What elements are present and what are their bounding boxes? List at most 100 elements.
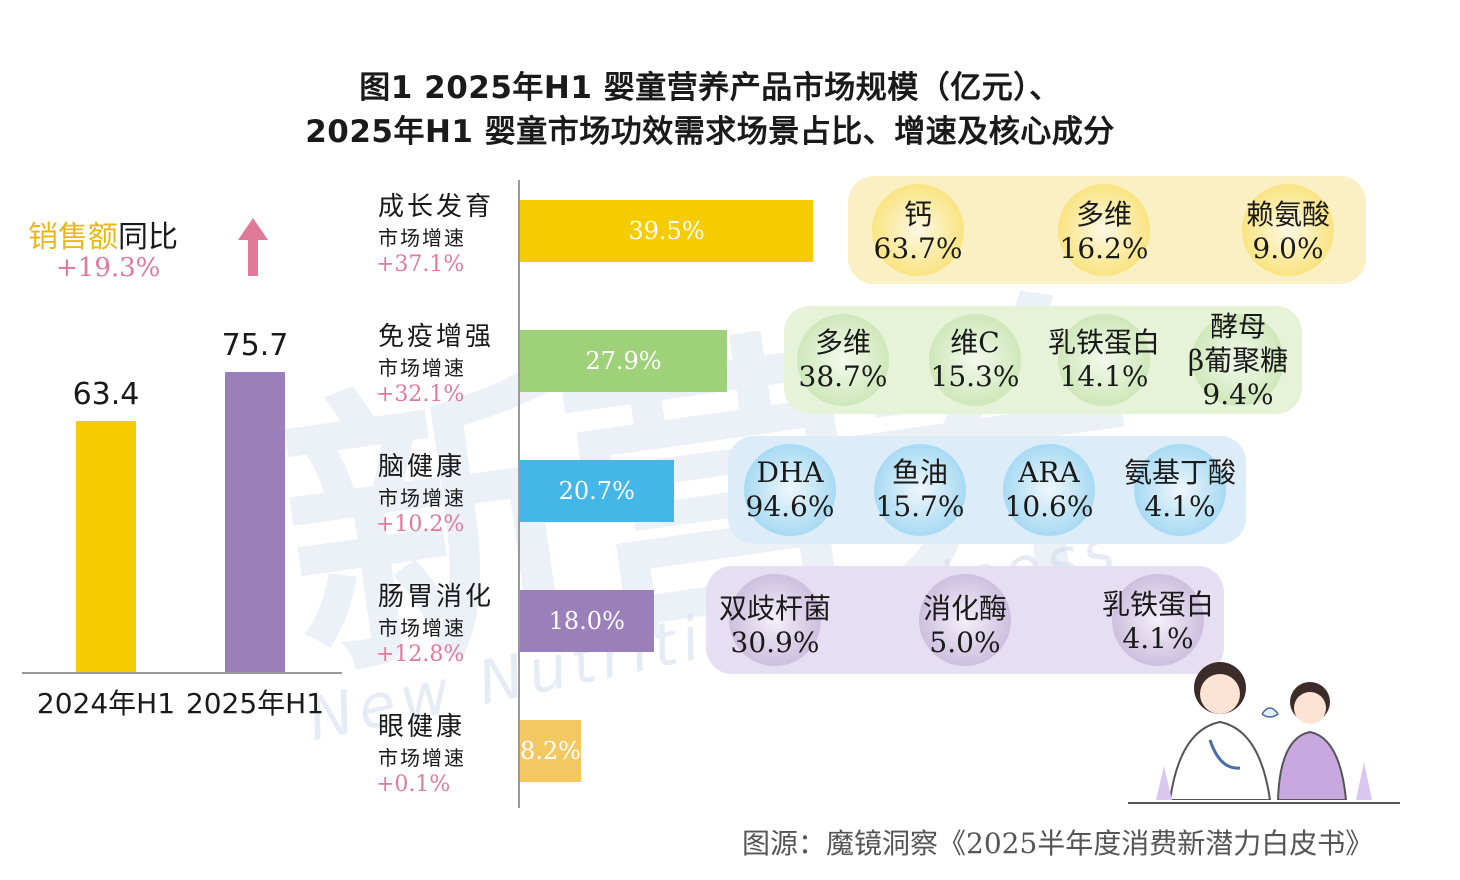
ingredient-share: 9.4% xyxy=(1202,378,1274,411)
ingredient-share: 10.6% xyxy=(1004,490,1094,523)
ingredient-name: 多维 xyxy=(814,326,871,359)
scenario-share-label: 20.7% xyxy=(558,477,635,505)
scenario-sub-label: 市场增速 xyxy=(378,226,466,250)
scenario-growth: +12.8% xyxy=(376,642,465,667)
ingredient-name: 乳铁蛋白 xyxy=(1101,588,1214,621)
ingredient-item: 钙 63.7% xyxy=(838,198,998,266)
ingredient-photo xyxy=(919,574,1011,666)
ingredient-name-top: 酵母 xyxy=(1209,310,1266,343)
scenario-share-bar: 27.9% xyxy=(520,330,727,392)
ingredient-item: 双歧杆菌 30.9% xyxy=(695,592,855,660)
ingredient-photo xyxy=(1003,444,1095,536)
scenario-share-bar: 8.2% xyxy=(520,720,581,782)
doctor-child-illustration xyxy=(1156,662,1372,800)
ingredient-photo xyxy=(874,444,966,536)
scenario-share-label: 18.0% xyxy=(548,607,625,635)
ingredient-name: 钙 xyxy=(903,198,932,231)
scenario-share-label: 8.2% xyxy=(520,737,581,765)
ingredient-item: 乳铁蛋白 14.1% xyxy=(1024,326,1184,394)
up-arrow-icon xyxy=(238,218,268,276)
scenario-growth: +0.1% xyxy=(376,772,451,797)
ingredient-photo xyxy=(1112,574,1204,666)
y-axis-line xyxy=(518,180,520,808)
yoy-value: +19.3% xyxy=(56,253,161,283)
ingredient-share: 16.2% xyxy=(1059,232,1149,265)
market-size-bar xyxy=(76,420,136,672)
ingredient-item: ARA 10.6% xyxy=(969,456,1129,524)
ingredient-share: 15.7% xyxy=(875,490,965,523)
scenario-sub-label: 市场增速 xyxy=(378,616,466,640)
ingredient-name: 乳铁蛋白 xyxy=(1047,326,1160,359)
ingredient-name: ARA xyxy=(1018,456,1080,489)
ingredient-photo xyxy=(929,314,1021,406)
market-size-value-label: 63.4 xyxy=(72,376,140,412)
scenario-sub-label: 市场增速 xyxy=(378,746,466,770)
scenario-name: 脑健康 xyxy=(378,452,466,482)
market-size-category-label: 2025年H1 xyxy=(185,687,325,720)
ingredient-name: DHA xyxy=(756,456,824,489)
ingredient-name: 维C xyxy=(950,326,1000,359)
ingredient-share: 38.7% xyxy=(798,360,888,393)
ingredient-photo xyxy=(1134,444,1226,536)
ingredient-photo xyxy=(1058,184,1150,276)
ingredient-name: β葡聚糖 xyxy=(1187,344,1289,377)
yoy-label-sales: 销售额 xyxy=(28,220,118,255)
yoy-label-yoy: 同比 xyxy=(118,220,178,255)
ingredient-item: 鱼油 15.7% xyxy=(840,456,1000,524)
ingredient-item: 多维 16.2% xyxy=(1024,198,1184,266)
ingredient-name: 赖氨酸 xyxy=(1245,198,1330,231)
scenario-growth: +37.1% xyxy=(376,252,465,277)
illustration-floor-line xyxy=(1128,802,1400,804)
ingredient-photo xyxy=(797,314,889,406)
ingredient-share: 5.0% xyxy=(929,626,1001,659)
source-note: 图源：魔镜洞察《2025半年度消费新潜力白皮书》 xyxy=(742,827,1374,860)
ingredient-name: 多维 xyxy=(1075,198,1132,231)
ingredient-item: 乳铁蛋白 4.1% xyxy=(1078,588,1238,656)
ingredient-share: 94.6% xyxy=(745,490,835,523)
ingredient-item: DHA 94.6% xyxy=(710,456,870,524)
ingredient-name: 双歧杆菌 xyxy=(718,592,831,625)
ingredient-photo xyxy=(729,574,821,666)
ingredient-name: 消化酶 xyxy=(922,592,1007,625)
scenario-name: 肠胃消化 xyxy=(378,582,495,612)
market-size-bar xyxy=(225,372,285,672)
ingredient-share: 14.1% xyxy=(1059,360,1149,393)
ingredient-photo xyxy=(1192,314,1284,406)
ingredient-share: 9.0% xyxy=(1252,232,1324,265)
ingredient-item: 多维 38.7% xyxy=(763,326,923,394)
scenario-share-bar: 20.7% xyxy=(520,460,674,522)
chart-title-line2: 2025年H1 婴童市场功效需求场景占比、增速及核心成分 xyxy=(305,114,1115,150)
ingredient-share: 4.1% xyxy=(1144,490,1216,523)
ingredient-share: 15.3% xyxy=(930,360,1020,393)
ingredient-share: 4.1% xyxy=(1122,622,1194,655)
ingredient-photo xyxy=(1058,314,1150,406)
x-axis-baseline xyxy=(22,672,342,674)
chart-title-line1: 图1 2025年H1 婴童营养产品市场规模（亿元）、 xyxy=(359,70,1061,106)
scenario-share-label: 27.9% xyxy=(585,347,662,375)
scenario-sub-label: 市场增速 xyxy=(378,486,466,510)
scenario-share-bar: 18.0% xyxy=(520,590,654,652)
ingredient-item: 消化酶 5.0% xyxy=(885,592,1045,660)
ingredient-item: 赖氨酸 9.0% xyxy=(1208,198,1368,266)
ingredient-item: 氨基丁酸 4.1% xyxy=(1100,456,1260,524)
scenario-growth: +10.2% xyxy=(376,512,465,537)
ingredient-name: 氨基丁酸 xyxy=(1123,456,1236,489)
scenario-name: 眼健康 xyxy=(378,712,466,742)
ingredient-share: 63.7% xyxy=(873,232,963,265)
ingredient-item: 酵母 β葡聚糖 9.4% xyxy=(1158,310,1318,412)
scenario-share-label: 39.5% xyxy=(628,217,705,245)
yoy-label: 销售额同比 xyxy=(28,212,178,256)
scenario-name: 成长发育 xyxy=(378,192,495,222)
scenario-name: 免疫增强 xyxy=(378,322,495,352)
ingredient-share: 30.9% xyxy=(730,626,820,659)
scenario-sub-label: 市场增速 xyxy=(378,356,466,380)
ingredient-name: 鱼油 xyxy=(891,456,948,489)
market-size-value-label: 75.7 xyxy=(221,328,289,363)
ingredient-photo xyxy=(872,184,964,276)
market-size-category-label: 2024年H1 xyxy=(36,687,176,720)
scenario-growth: +32.1% xyxy=(376,382,465,407)
ingredient-photo xyxy=(1242,184,1334,276)
ingredient-photo xyxy=(744,444,836,536)
scenario-share-bar: 39.5% xyxy=(520,200,813,262)
ingredient-item: 维C 15.3% xyxy=(895,326,1055,394)
